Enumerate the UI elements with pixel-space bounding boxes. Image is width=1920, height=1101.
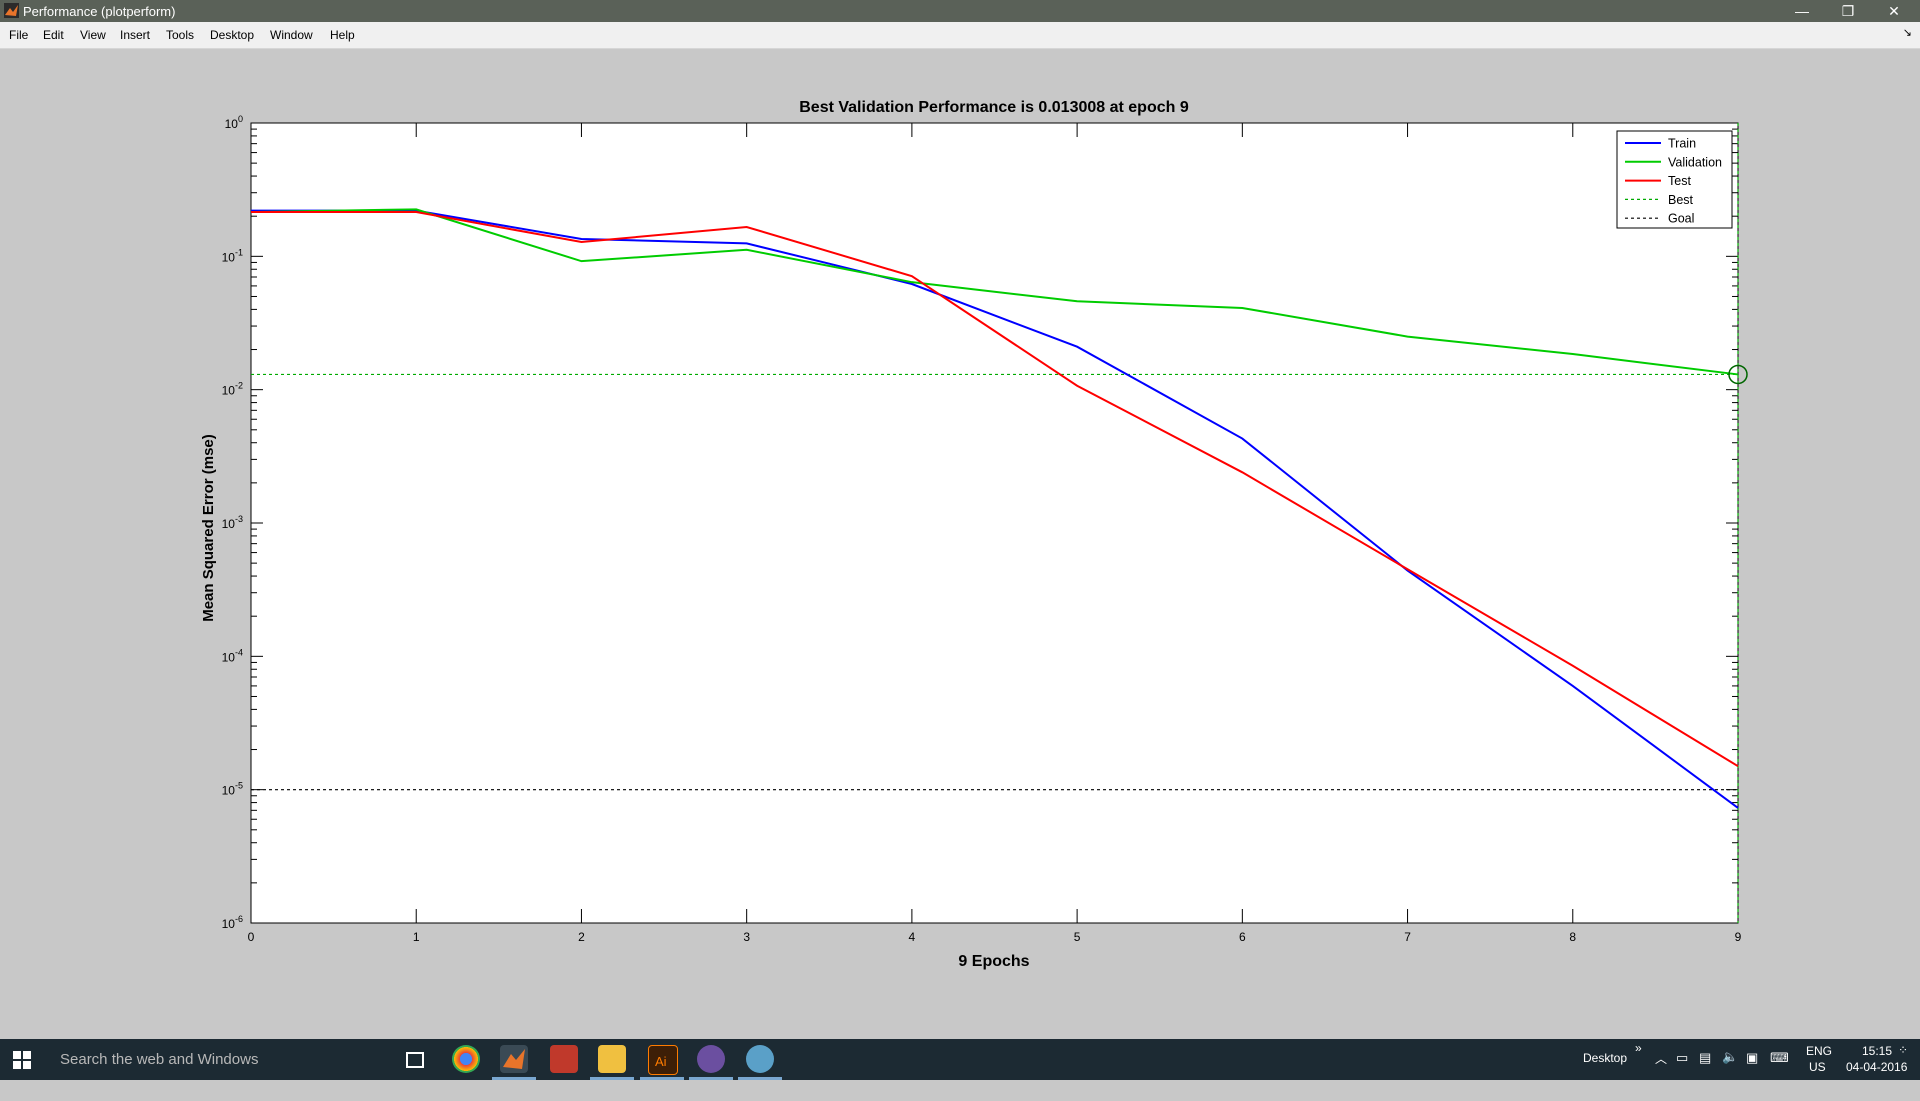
volume-icon[interactable]: 🔈: [1722, 1049, 1739, 1064]
y-tick-label: 10-5: [222, 781, 243, 798]
menu-view[interactable]: View: [80, 28, 106, 42]
best-point-marker: [1728, 364, 1748, 385]
region-label[interactable]: US: [1809, 1060, 1826, 1074]
y-tick-label: 10-3: [222, 514, 243, 531]
clock-time[interactable]: 15:15: [1862, 1044, 1893, 1058]
menu-insert[interactable]: Insert: [120, 28, 151, 42]
explorer-active-indicator: [590, 1077, 634, 1080]
series-line-train: [251, 209, 1739, 809]
paint-icon[interactable]: [746, 1045, 774, 1073]
close-button[interactable]: ✕: [1888, 3, 1900, 19]
y-tick-label: 10-6: [222, 914, 243, 931]
file-explorer-icon[interactable]: [598, 1045, 626, 1073]
y-tick-label: 100: [225, 114, 243, 131]
matlab-active-indicator: [492, 1077, 536, 1080]
purple-app-active-indicator: [689, 1077, 733, 1080]
legend-label-train: Train: [1668, 137, 1696, 151]
window-title: Performance (plotperform): [23, 4, 176, 19]
language-label[interactable]: ENG: [1806, 1044, 1833, 1058]
menu-bar: File Edit View Insert Tools Desktop Wind…: [0, 22, 1920, 49]
x-axis-label: 9 Epochs: [958, 953, 1029, 970]
illustrator-active-indicator: [640, 1077, 684, 1080]
matlab-icon: [4, 3, 19, 18]
search-placeholder: Search the web and Windows: [60, 1051, 259, 1068]
x-tick-label: 4: [909, 930, 916, 944]
battery-icon[interactable]: ▭: [1676, 1050, 1689, 1065]
show-hidden-icons-icon[interactable]: ︿: [1655, 1052, 1668, 1066]
performance-chart: Best Validation Performance is 0.013008 …: [200, 99, 1748, 970]
menu-tools[interactable]: Tools: [166, 28, 195, 42]
legend-label-goal: Goal: [1668, 212, 1694, 226]
window-titlebar: Performance (plotperform) — ❐ ✕: [0, 0, 1920, 22]
x-tick-label: 6: [1239, 930, 1246, 944]
clock-date[interactable]: 04-04-2016: [1846, 1060, 1908, 1074]
app-purple-icon[interactable]: [697, 1045, 725, 1073]
series-line-validation: [250, 208, 1739, 376]
menu-file[interactable]: File: [9, 28, 29, 42]
desktop-toolbar-label[interactable]: Desktop: [1583, 1051, 1628, 1065]
restore-button[interactable]: ❐: [1841, 3, 1855, 19]
corner-flag-icon[interactable]: ⁘: [1898, 1043, 1909, 1057]
search-box[interactable]: Search the web and Windows: [48, 1039, 388, 1080]
x-tick-label: 8: [1569, 930, 1576, 944]
chrome-icon[interactable]: [452, 1045, 480, 1073]
svg-text:Ai: Ai: [655, 1054, 667, 1069]
x-tick-label: 7: [1404, 930, 1411, 944]
x-tick-label: 1: [413, 930, 420, 944]
minimize-button[interactable]: —: [1795, 3, 1809, 19]
chart-title: Best Validation Performance is 0.013008 …: [799, 99, 1189, 116]
popcorn-icon[interactable]: [550, 1045, 578, 1073]
x-tick-label: 3: [743, 930, 750, 944]
menu-help[interactable]: Help: [330, 28, 355, 42]
x-tick-label: 5: [1074, 930, 1081, 944]
notification-icon[interactable]: ▣: [1746, 1050, 1759, 1065]
paint-active-indicator: [738, 1077, 782, 1080]
y-tick-label: 10-1: [222, 247, 243, 264]
x-tick-label: 0: [248, 930, 255, 944]
task-view-icon[interactable]: [404, 1051, 426, 1069]
legend-label-validation: Validation: [1668, 155, 1722, 169]
network-icon[interactable]: ▤: [1699, 1050, 1712, 1065]
toolbar-expand-icon[interactable]: »: [1635, 1041, 1642, 1055]
keyboard-icon[interactable]: ⌨: [1770, 1050, 1789, 1065]
y-tick-label: 10-2: [222, 381, 243, 398]
plot-axes-background: [250, 122, 1739, 924]
legend-label-best: Best: [1668, 193, 1694, 207]
figure-area: Best Validation Performance is 0.013008 …: [0, 49, 1920, 1039]
y-axis-label: Mean Squared Error (mse): [200, 434, 217, 622]
windows-start-icon[interactable]: [13, 1051, 31, 1069]
legend-label-test: Test: [1668, 174, 1691, 188]
dock-arrow-icon[interactable]: ↘: [1902, 27, 1912, 39]
illustrator-icon[interactable]: Ai: [648, 1045, 678, 1075]
menu-window[interactable]: Window: [270, 28, 313, 42]
windows-taskbar: Search the web and Windows Ai Desktop » …: [0, 1039, 1920, 1080]
matlab-taskbar-icon[interactable]: [500, 1045, 528, 1073]
x-tick-label: 9: [1735, 930, 1742, 944]
legend-box: [1616, 130, 1733, 229]
menu-edit[interactable]: Edit: [43, 28, 64, 42]
y-tick-label: 10-4: [222, 647, 243, 664]
series-line-test: [251, 211, 1739, 768]
menu-desktop[interactable]: Desktop: [210, 28, 255, 42]
x-tick-label: 2: [578, 930, 585, 944]
